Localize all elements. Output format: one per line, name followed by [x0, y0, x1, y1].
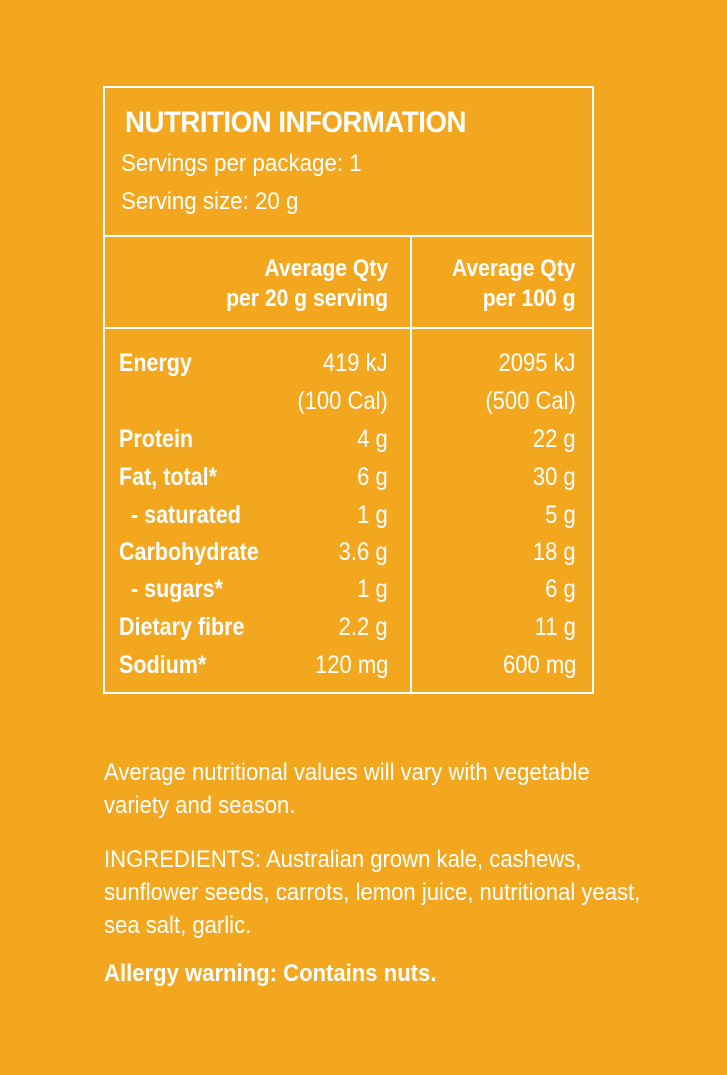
- nutrient-label: Sodium*: [119, 651, 207, 679]
- nutrient-row-sugars: - sugars* 1 g 6 g: [105, 575, 592, 613]
- per-100g-value: 5 g: [545, 501, 576, 529]
- nutrient-row-energy: Energy 419 kJ 2095 kJ: [105, 349, 592, 387]
- column-header-per-100g: Average Qty per 100 g: [452, 254, 576, 314]
- per-100g-value: 11 g: [534, 613, 576, 641]
- nutrient-row-fat-total: Fat, total* 6 g 30 g: [105, 463, 592, 501]
- divider-top: [105, 235, 592, 237]
- column-header-per-serving: Average Qty per 20 g serving: [226, 254, 388, 314]
- column-header-line: Average Qty: [264, 255, 388, 282]
- per-serving-value: 419 kJ: [323, 349, 388, 377]
- column-header-line: Average Qty: [452, 255, 576, 282]
- per-serving-value: 3.6 g: [339, 538, 388, 566]
- nutrient-row-saturated: - saturated 1 g 5 g: [105, 501, 592, 539]
- panel-title: NUTRITION INFORMATION: [125, 106, 466, 139]
- nutrition-panel: NUTRITION INFORMATION Servings per packa…: [103, 86, 594, 694]
- nutrient-label: Energy: [119, 349, 192, 377]
- nutrient-label: Dietary fibre: [119, 613, 245, 641]
- nutrient-row-carbohydrate: Carbohydrate 3.6 g 18 g: [105, 538, 592, 576]
- nutrient-label: Carbohydrate: [119, 538, 259, 566]
- column-header-line: per 100 g: [483, 285, 576, 312]
- per-serving-value: 4 g: [357, 425, 388, 453]
- variation-note: Average nutritional values will vary wit…: [104, 759, 590, 819]
- per-serving-value: (100 Cal): [297, 387, 388, 415]
- nutrient-label: Protein: [119, 425, 194, 453]
- per-100g-value: 30 g: [533, 463, 576, 491]
- column-divider: [410, 235, 412, 692]
- nutrient-row-sodium: Sodium* 120 mg 600 mg: [105, 651, 592, 689]
- nutrient-label: - saturated: [131, 501, 241, 529]
- divider-header: [105, 327, 592, 329]
- nutrient-row-protein: Protein 4 g 22 g: [105, 425, 592, 463]
- allergy-warning: Allergy warning: Contains nuts.: [104, 960, 437, 987]
- nutrient-row-energy-cal: (100 Cal) (500 Cal): [105, 387, 592, 425]
- per-serving-value: 1 g: [357, 501, 388, 529]
- per-100g-value: 18 g: [533, 538, 576, 566]
- per-serving-value: 2.2 g: [339, 613, 388, 641]
- per-100g-value: 600 mg: [502, 651, 576, 679]
- per-serving-value: 1 g: [357, 575, 388, 603]
- per-100g-value: 6 g: [545, 575, 576, 603]
- per-serving-value: 6 g: [357, 463, 388, 491]
- ingredients-text: INGREDIENTS: Australian grown kale, cash…: [104, 846, 641, 939]
- per-100g-value: 22 g: [533, 425, 576, 453]
- nutrient-label: Fat, total*: [119, 463, 217, 491]
- servings-per-package: Servings per package: 1: [121, 150, 362, 177]
- column-header-line: per 20 g serving: [226, 285, 388, 312]
- per-100g-value: 2095 kJ: [498, 349, 576, 377]
- per-serving-value: 120 mg: [314, 651, 388, 679]
- nutrient-label: - sugars*: [131, 575, 224, 603]
- serving-size: Serving size: 20 g: [121, 188, 299, 215]
- per-100g-value: (500 Cal): [485, 387, 576, 415]
- nutrient-row-dietary-fibre: Dietary fibre 2.2 g 11 g: [105, 613, 592, 651]
